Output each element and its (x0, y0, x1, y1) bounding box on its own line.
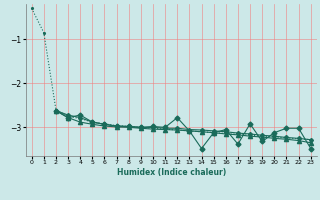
X-axis label: Humidex (Indice chaleur): Humidex (Indice chaleur) (116, 168, 226, 177)
